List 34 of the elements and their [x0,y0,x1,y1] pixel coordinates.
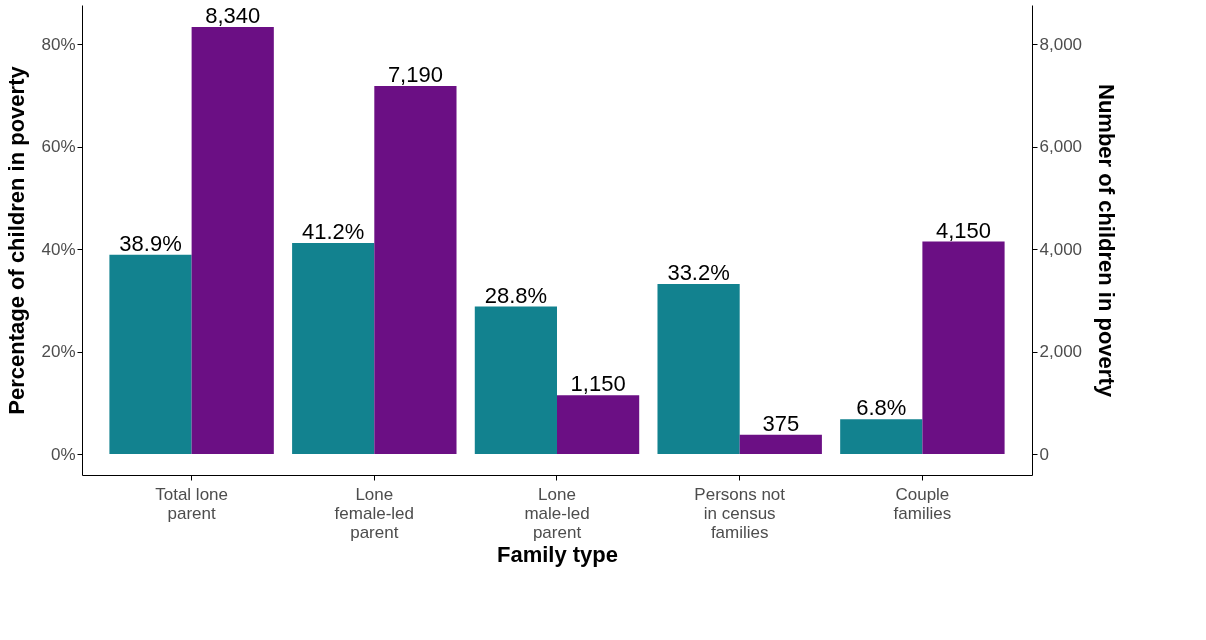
y2-tick-label: 2,000 [1039,342,1083,362]
bar [739,434,822,455]
bar [191,27,274,455]
x-tick-label: Lone male-led parent [524,484,590,542]
data-label: 8,340 [205,3,261,29]
data-label: 375 [762,410,800,436]
y2-tick-label: 0 [1039,444,1049,464]
y-tick-label: 60% [41,137,76,157]
y-axis-title: Percentage of children in poverty [4,65,30,415]
data-label: 41.2% [302,219,365,245]
x-tick-label: Persons not in census families [694,484,786,542]
bar [840,419,923,455]
y2-tick-label: 8,000 [1039,34,1083,54]
y-tick-label: 0% [50,444,76,464]
data-label: 6.8% [856,395,907,421]
y2-tick-label: 4,000 [1039,239,1083,259]
x-tick-label: Total lone parent [155,484,229,523]
y-tick-label: 80% [41,34,76,54]
bar [657,284,740,455]
y-tick-label: 40% [41,239,76,259]
data-label: 1,150 [570,371,626,397]
data-label: 28.8% [484,282,548,308]
x-tick-label: Lone female-led parent [334,484,414,542]
data-label: 38.9% [119,230,182,256]
x-tick-label: Couple families [893,484,952,523]
x-axis-title: Family type [496,541,619,567]
y2-tick-label: 6,000 [1039,137,1083,157]
data-label: 33.2% [667,260,730,286]
data-label: 7,190 [387,61,443,87]
y-tick-label: 20% [41,342,76,362]
bar [474,306,557,455]
y2-axis-title: Number of children in poverty [1094,84,1120,398]
data-label: 4,150 [935,217,992,243]
bar [922,241,1005,455]
